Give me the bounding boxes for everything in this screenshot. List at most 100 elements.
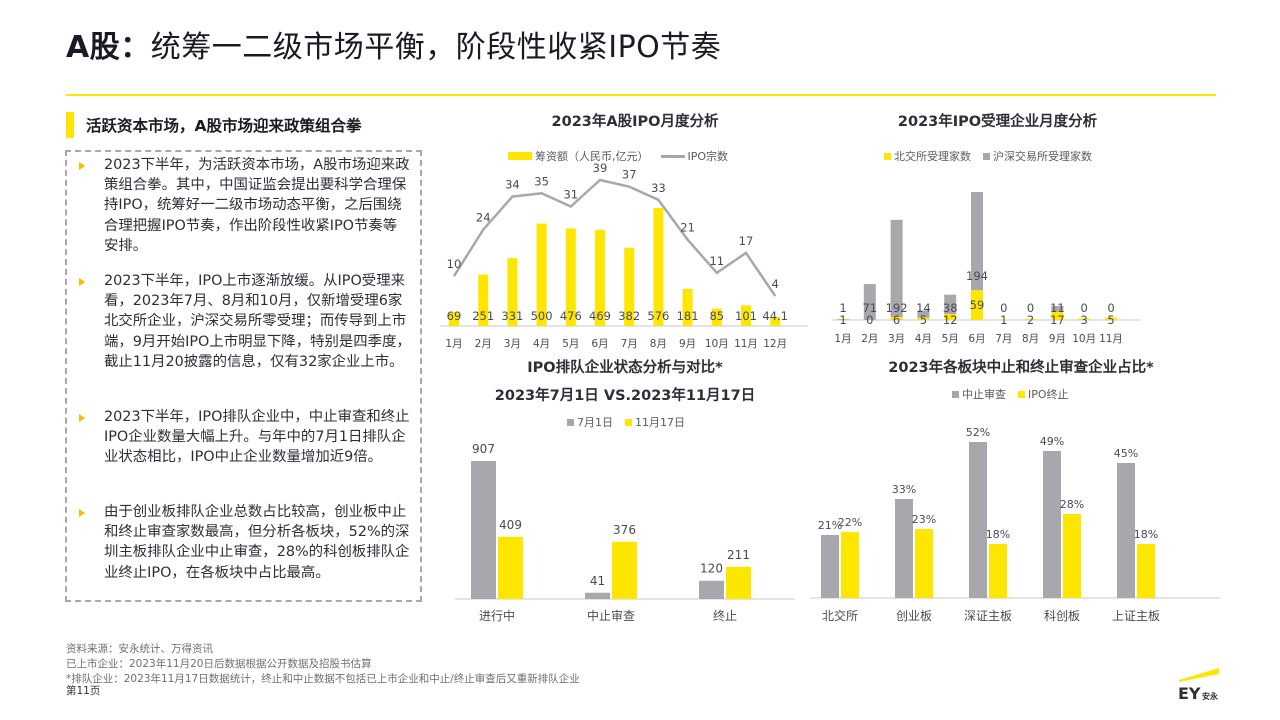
chart2-shsz-label: 1 (839, 301, 846, 315)
chart2-x-tick: 9月 (1049, 333, 1066, 345)
chart2-shsz-label: 0 (1107, 301, 1114, 315)
chart2-x-tick: 10月 (1072, 333, 1096, 345)
chart2-bar-shsz (863, 284, 876, 320)
chart2-bse-label: 5 (1107, 313, 1114, 327)
legend-swatch-icon (1018, 390, 1025, 398)
chart2-shsz-label: 0 (1081, 301, 1088, 315)
chart1-count-label: 37 (622, 168, 637, 182)
chart2-bar-bse (1024, 318, 1037, 320)
chart2-bar-bse (890, 316, 903, 320)
chart3-bar-jul (699, 580, 724, 599)
chart3-x-tick: 进行中 (479, 608, 515, 623)
chart4-suspend-label: 33% (892, 483, 916, 496)
chart2-bar-bse (997, 319, 1010, 320)
listed-note: 已上市企业：2023年11月20日后数据根据公开数据及招股书估算 (66, 658, 372, 670)
chart1-amount-label: 85 (709, 309, 724, 323)
chart4-legend-item-suspend: 中止审查 (952, 386, 1006, 402)
chart4-suspend-label: 21% (818, 519, 842, 532)
logo-text: EY (1178, 684, 1201, 703)
chart1-bar (711, 308, 722, 326)
chart3-svg: 907 409 进行中 41 376 中止审查 120 211 终止 (455, 442, 795, 623)
chart1-bar (624, 247, 635, 326)
page-title-rest: 统筹一二级市场平衡，阶段性收紧IPO节奏 (150, 30, 722, 65)
page-title: A股：统筹一二级市场平衡，阶段性收紧IPO节奏 (66, 22, 721, 66)
chart2-legend: 北交所受理家数 沪深交易所受理家数 (884, 148, 1104, 164)
chart2-bar-bse (944, 313, 957, 320)
chart1-bar (770, 316, 781, 326)
chart4-terminate-label: 18% (986, 528, 1010, 541)
chart4-bar-suspend (821, 535, 839, 598)
chart1-count-label: 21 (680, 221, 695, 235)
chart2-x-tick: 6月 (968, 333, 985, 345)
chart4-terminate-label: 22% (838, 516, 862, 529)
chart2-bar-shsz (1051, 305, 1064, 312)
chart1-bar (449, 311, 459, 326)
chart2-x-tick: 7月 (995, 333, 1012, 345)
bullet-item: 2023下半年，为活跃资本市场，A股市场迎来政策组合拳。其中，中国证监会提出要科… (79, 155, 411, 256)
chart2-bar-shsz (917, 310, 930, 318)
chart4-legend-item-terminate: IPO终止 (1018, 386, 1069, 402)
chart1-x-tick: 4月 (533, 338, 550, 350)
chart1-x-tick: 2月 (475, 338, 492, 350)
chart4-svg: 21%22% 北交所 33% 23% 创业板 52% 18% 深证主板 49% 28% 科创板 45%… (810, 426, 1220, 623)
legend-label: 11月17日 (635, 416, 685, 429)
chart3-bar-nov (726, 566, 751, 599)
chart2-title: 2023年IPO受理企业月度分析 (897, 114, 1098, 130)
chart3-title: IPO排队企业状态分析与对比* (527, 360, 723, 376)
chart4-bar-terminate (989, 544, 1007, 598)
chart2-bse-label: 3 (1081, 313, 1088, 327)
chart1-bar (653, 208, 664, 326)
legend-label: IPO宗数 (687, 150, 729, 163)
chart3-jul-label: 41 (590, 574, 605, 588)
chart4-terminate-label: 28% (1060, 498, 1084, 511)
chart1-legend-item-count: IPO宗数 (660, 148, 729, 164)
chart4-suspend-label: 49% (1040, 435, 1064, 448)
chart4-bar-terminate (915, 529, 933, 598)
chart2-shsz-label: 194 (966, 269, 988, 283)
chart1-count-label: 17 (739, 234, 754, 248)
chart2-bar-bse (971, 290, 983, 320)
chart1-count-label: 35 (534, 174, 549, 188)
chart2-bar-bse (1078, 318, 1091, 320)
chart1-bar (741, 305, 751, 326)
chart1-amount-label: 382 (618, 309, 640, 323)
chart3-nov-label: 409 (499, 518, 522, 532)
bullet-text: 2023下半年，IPO上市逐渐放缓。从IPO受理来看，2023年7月、8月和10… (104, 273, 411, 370)
chart1-x-tick: 12月 (763, 338, 787, 350)
legend-label: 中止审查 (962, 388, 1006, 401)
chart2-bar-bse (837, 319, 849, 320)
legend-swatch-icon (952, 390, 959, 398)
bullet-item: 由于创业板排队企业总数占比较高，创业板中止和终止审查家数最高，但分析各板块，52… (79, 502, 411, 583)
chart1-count-label: 4 (772, 277, 779, 291)
bullet-text: 2023下半年，为活跃资本市场，A股市场迎来政策组合拳。其中，中国证监会提出要科… (104, 157, 410, 254)
chart1-x-tick: 8月 (650, 338, 667, 350)
chart3-jul-label: 907 (472, 442, 495, 456)
bullet-triangle-icon (79, 162, 85, 170)
chart1-amount-label: 469 (589, 309, 611, 323)
chart2-bar-shsz (890, 219, 903, 317)
chart2-bse-label: 17 (1050, 313, 1065, 327)
chart1-title: 2023年A股IPO月度分析 (551, 114, 719, 130)
chart1-amount-label: 331 (501, 309, 523, 323)
chart1-x-tick: 1月 (445, 338, 462, 350)
legend-label: 北交所受理家数 (894, 150, 971, 163)
left-panel-heading: 活跃资本市场，A股市场迎来政策组合拳 (66, 112, 362, 138)
chart1-x-tick: 10月 (705, 338, 729, 350)
source-note: 资料来源：安永统计、万得资讯 (66, 643, 213, 655)
title-rule (66, 94, 1216, 96)
chart2-x-tick: 4月 (915, 333, 932, 345)
chart2-shsz-label: 71 (862, 301, 877, 315)
chart1-bar (565, 228, 576, 326)
bullet-triangle-icon (79, 509, 85, 517)
chart1-amount-label: 44.1 (762, 309, 788, 323)
chart1-x-tick: 6月 (591, 338, 608, 350)
chart2-shsz-label: 0 (1000, 301, 1007, 315)
chart3-subtitle: 2023年7月1日 VS.2023年11月17日 (494, 388, 756, 404)
chart1-count-label: 31 (563, 188, 578, 202)
bullet-item: 2023下半年，IPO上市逐渐放缓。从IPO受理来看，2023年7月、8月和10… (79, 271, 411, 372)
chart1-bar (507, 258, 518, 326)
chart4-suspend-label: 52% (966, 426, 990, 439)
chart2-bse-label: 6 (893, 313, 900, 327)
